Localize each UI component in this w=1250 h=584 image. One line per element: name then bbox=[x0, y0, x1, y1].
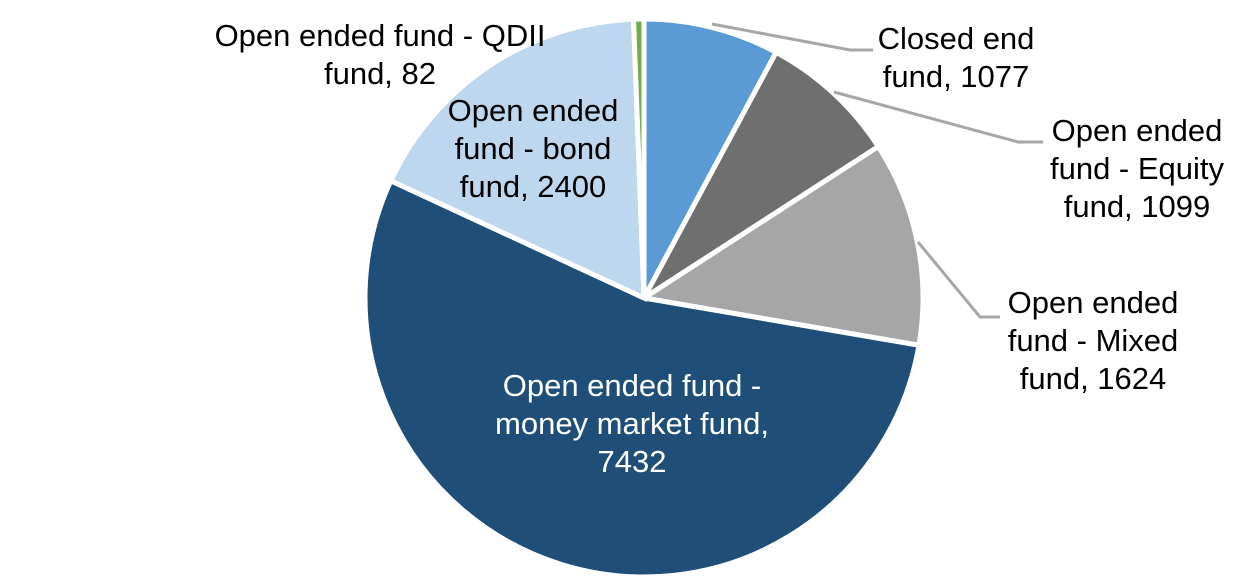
data-label-open-ended-fund-mixed: Open ended fund - Mixed fund, 1624 bbox=[1008, 284, 1179, 398]
data-label-line: Closed end bbox=[877, 21, 1035, 56]
data-label-line: fund, 82 bbox=[323, 56, 437, 91]
data-label-line: fund - Mixed bbox=[1007, 323, 1179, 358]
data-label-open-ended-fund-money-market: Open ended fund - money market fund, 7432 bbox=[495, 367, 769, 481]
pie-slice-open-ended-fund-equity[interactable] bbox=[641, 48, 882, 301]
pie-slice-open-ended-fund-qdii[interactable] bbox=[630, 16, 647, 299]
leader-line-closed-end-fund bbox=[711, 22, 873, 52]
pie-slice-closed-end-fund[interactable] bbox=[641, 16, 780, 300]
data-label-line: fund, 1077 bbox=[882, 59, 1030, 94]
data-label-line: Open ended fund - bbox=[502, 368, 762, 403]
data-label-open-ended-fund-qdii: Open ended fund - QDII fund, 82 bbox=[215, 17, 546, 93]
data-label-line: fund - Equity bbox=[1049, 151, 1225, 186]
data-label-line: fund, 2400 bbox=[459, 169, 607, 204]
data-label-open-ended-fund-bond: Open ended fund - bond fund, 2400 bbox=[448, 92, 619, 206]
data-label-open-ended-fund-equity: Open ended fund - Equity fund, 1099 bbox=[1050, 112, 1224, 226]
pie-slice-open-ended-fund-mixed[interactable] bbox=[637, 143, 926, 349]
data-label-line: Open ended bbox=[447, 93, 619, 128]
leader-line-open-ended-fund-mixed bbox=[916, 241, 1000, 319]
data-label-line: fund - bond bbox=[454, 131, 612, 166]
data-label-line: money market fund, bbox=[495, 406, 769, 441]
data-label-line: fund, 1624 bbox=[1019, 361, 1167, 396]
data-label-line: Open ended bbox=[1007, 285, 1179, 320]
data-label-line: Open ended fund - QDII bbox=[214, 18, 546, 53]
data-label-line: Open ended bbox=[1051, 113, 1223, 148]
data-label-line: fund, 1099 bbox=[1063, 189, 1211, 224]
data-label-line: 7432 bbox=[597, 444, 667, 479]
leader-line-open-ended-fund-equity bbox=[833, 90, 1043, 144]
data-label-closed-end-fund: Closed end fund, 1077 bbox=[878, 20, 1035, 96]
pie-slice-open-ended-fund-bond[interactable] bbox=[387, 16, 647, 302]
pie-slice-open-ended-fund-money-market[interactable] bbox=[362, 177, 922, 580]
